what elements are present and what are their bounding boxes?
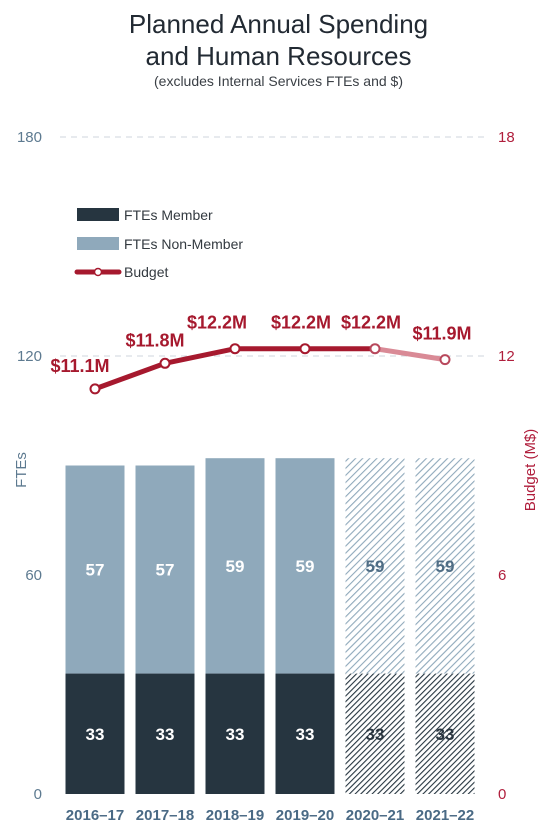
chart-title: Planned Annual Spending and Human Resour… xyxy=(0,8,557,72)
chart-title-line2: and Human Resources xyxy=(145,41,412,71)
legend-label-member: FTEs Member xyxy=(124,207,213,223)
x-tick-label: 2020–21 xyxy=(346,807,404,824)
bar-label-member: 33 xyxy=(86,725,105,744)
bar-member xyxy=(345,673,405,794)
bar-member xyxy=(275,673,335,794)
bar-non-member xyxy=(205,458,265,674)
legend-swatch-budget-marker xyxy=(93,267,103,277)
bar-member xyxy=(205,673,265,794)
axes: 0 60 120 180 0 6 12 18 FTEs Budget (M$) 2016–17 201… xyxy=(13,129,539,824)
legend-swatch-member xyxy=(77,208,119,221)
y-axis-title: FTEs xyxy=(13,452,30,488)
budget-point xyxy=(229,343,241,355)
y-tick-label: 120 xyxy=(17,348,42,365)
y2-axis-title: Budget (M$) xyxy=(522,429,539,512)
bar-label-member: 33 xyxy=(296,725,315,744)
bar-member xyxy=(135,673,195,794)
bars: 33 57 33 57 33 59 33 59 33 59 33 59 xyxy=(65,458,475,794)
legend-swatch-non-member xyxy=(77,237,119,250)
budget-point xyxy=(89,383,101,395)
bar-label-member: 33 xyxy=(366,725,385,744)
bar-label-non-member: 59 xyxy=(296,557,315,576)
y2-tick-label: 12 xyxy=(498,348,515,365)
bar-label-member: 33 xyxy=(226,725,245,744)
bar-label-non-member: 59 xyxy=(436,557,455,576)
budget-line-segment xyxy=(372,346,448,363)
budget-point xyxy=(159,357,171,369)
budget-line-segment xyxy=(92,360,168,392)
y-tick-label: 0 xyxy=(34,786,42,803)
y2-tick-label: 6 xyxy=(498,567,506,584)
budget-line-segment xyxy=(162,346,238,366)
y2-tick-label: 0 xyxy=(498,786,506,803)
bar-label-non-member: 59 xyxy=(366,557,385,576)
budget-label: $12.2M xyxy=(187,313,247,333)
y-tick-label: 60 xyxy=(25,567,42,584)
bar-non-member xyxy=(275,458,335,674)
bar-non-member xyxy=(135,465,195,674)
x-tick-label: 2017–18 xyxy=(136,807,194,824)
chart-title-line1: Planned Annual Spending xyxy=(128,9,429,39)
budget-line: $11.1M$11.8M$12.2M $12.2M $12.2M$11.9M xyxy=(50,313,472,395)
legend-label-non-member: FTEs Non-Member xyxy=(124,236,243,252)
budget-label: $12.2M xyxy=(271,313,331,333)
chart-subtitle: (excludes Internal Services FTEs and $) xyxy=(154,73,403,89)
bar-non-member xyxy=(65,465,125,674)
budget-point xyxy=(299,343,311,355)
budget-point xyxy=(439,354,451,366)
bar-label-member: 33 xyxy=(156,725,175,744)
x-tick-label: 2016–17 xyxy=(66,807,124,824)
x-tick-label: 2019–20 xyxy=(276,807,334,824)
budget-label: $11.1M xyxy=(50,356,109,376)
bar-label-non-member: 57 xyxy=(156,561,175,580)
y-tick-label: 180 xyxy=(17,129,42,146)
legend-label-budget: Budget xyxy=(124,264,168,280)
bar-label-non-member: 59 xyxy=(226,557,245,576)
legend: FTEs Member FTEs Non-Member Budget xyxy=(74,207,243,280)
budget-label: $11.8M xyxy=(125,330,184,350)
y2-tick-label: 18 xyxy=(498,129,515,146)
bar-non-member xyxy=(415,458,475,674)
bar-member xyxy=(65,673,125,794)
bar-label-member: 33 xyxy=(436,725,455,744)
x-tick-label: 2018–19 xyxy=(206,807,264,824)
bar-non-member xyxy=(345,458,405,674)
bar-label-non-member: 57 xyxy=(86,561,105,580)
budget-label: $12.2M xyxy=(341,313,401,333)
budget-point xyxy=(369,343,381,355)
bar-member xyxy=(415,673,475,794)
x-tick-label: 2021–22 xyxy=(416,807,474,824)
budget-label: $11.9M xyxy=(412,324,471,344)
